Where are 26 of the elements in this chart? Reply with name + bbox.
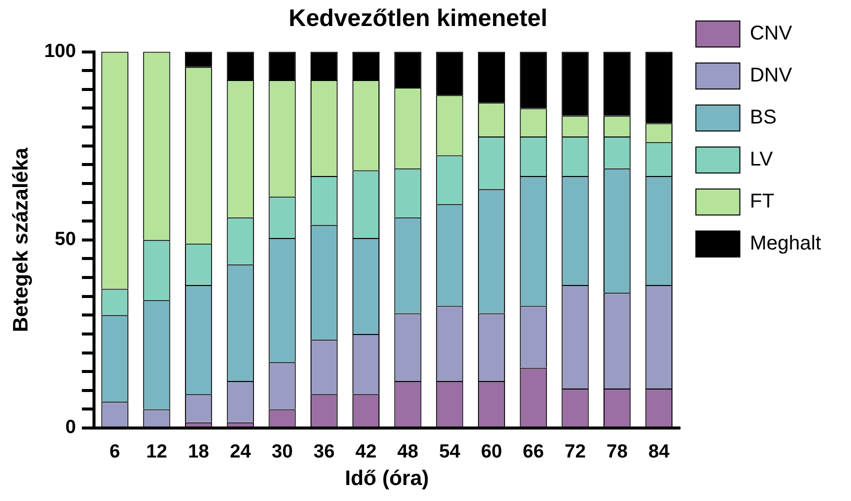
x-tick-label: 60 <box>480 442 502 463</box>
x-axis-title: Idő (óra) <box>344 467 429 490</box>
x-tick-label: 78 <box>606 442 628 463</box>
y-tick-label: 50 <box>54 229 76 250</box>
x-tick-label: 66 <box>522 442 544 463</box>
y-axis-title: Betegek százaléka <box>9 147 32 332</box>
x-tick-label: 30 <box>272 442 293 463</box>
x-tick-label: 36 <box>314 442 335 463</box>
x-tick-label: 48 <box>397 442 418 463</box>
legend-label: BS <box>750 106 777 129</box>
x-tick-label: 24 <box>230 442 252 463</box>
x-tick-label: 72 <box>564 442 586 463</box>
legend-label: CNV <box>750 22 793 45</box>
x-tick-label: 6 <box>110 442 120 463</box>
x-tick-label: 42 <box>355 442 377 463</box>
y-tick-label: 100 <box>44 41 76 62</box>
x-tick-label: 54 <box>439 442 461 463</box>
x-tick-label: 84 <box>648 442 670 463</box>
x-tick-label: 12 <box>146 442 168 463</box>
chart-title: Kedvezőtlen kimenetel <box>288 5 548 32</box>
legend-label: Meghalt <box>750 232 822 255</box>
legend-label: DNV <box>750 64 793 87</box>
y-tick-label: 0 <box>65 417 76 438</box>
x-tick-label: 18 <box>188 442 210 463</box>
legend-label: LV <box>750 148 774 171</box>
legend-label: FT <box>750 190 774 213</box>
